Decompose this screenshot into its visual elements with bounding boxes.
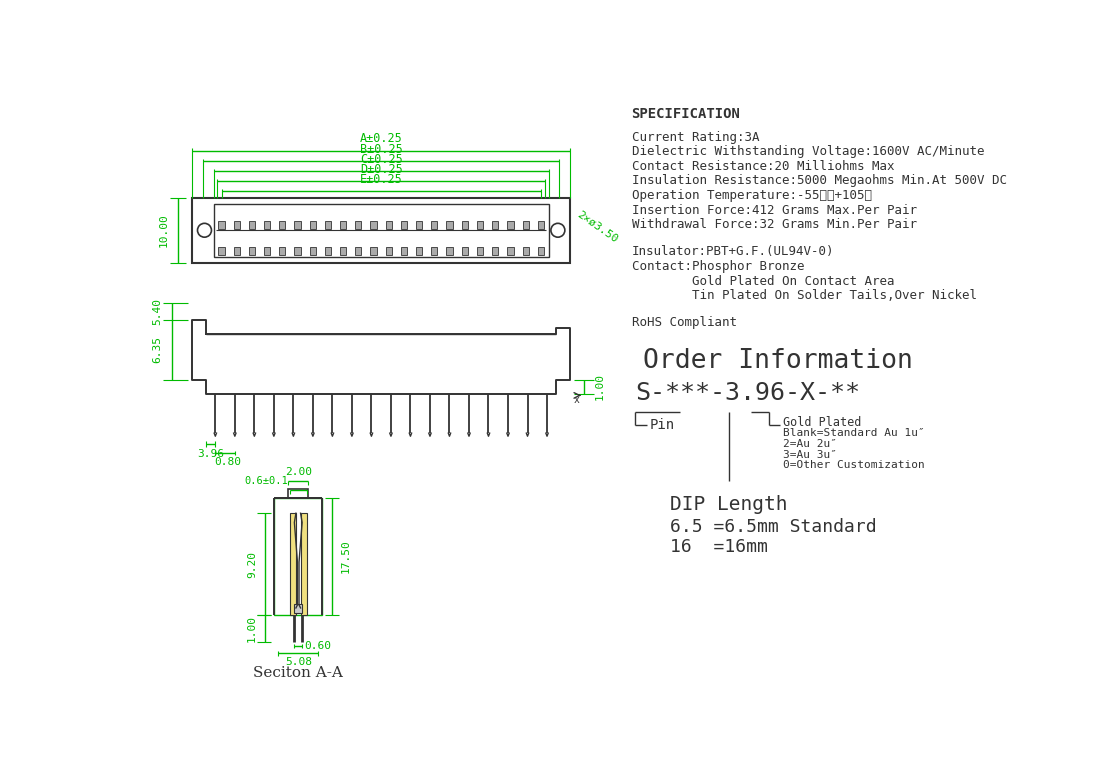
Text: 9.20: 9.20 xyxy=(248,551,258,578)
Text: Insulator:PBT+G.F.(UL94V-0): Insulator:PBT+G.F.(UL94V-0) xyxy=(631,245,834,258)
Text: Gold Plated: Gold Plated xyxy=(783,416,862,429)
Bar xyxy=(446,247,453,255)
Bar xyxy=(386,247,391,255)
Text: 16  =16mm: 16 =16mm xyxy=(670,538,768,556)
Text: 2×ø3.50: 2×ø3.50 xyxy=(575,209,619,244)
Bar xyxy=(416,222,423,229)
Bar xyxy=(537,222,544,229)
Text: C±0.25: C±0.25 xyxy=(360,153,403,166)
Text: 2=Au 2u″: 2=Au 2u″ xyxy=(783,439,837,449)
Text: 1.00: 1.00 xyxy=(248,615,258,642)
Text: 0=Other Customization: 0=Other Customization xyxy=(783,460,924,470)
Text: 5.40: 5.40 xyxy=(153,298,163,325)
Bar xyxy=(370,247,377,255)
Text: A±0.25: A±0.25 xyxy=(360,132,403,145)
Text: 10.00: 10.00 xyxy=(158,213,168,247)
Text: 0.80: 0.80 xyxy=(215,457,242,467)
Bar xyxy=(234,247,240,255)
Text: SPECIFICATION: SPECIFICATION xyxy=(631,107,740,121)
Bar xyxy=(324,247,331,255)
Bar xyxy=(507,222,514,229)
Text: Pin: Pin xyxy=(649,418,675,432)
Bar xyxy=(294,222,301,229)
Bar xyxy=(416,247,423,255)
Bar xyxy=(310,222,316,229)
Bar xyxy=(249,222,255,229)
Circle shape xyxy=(197,223,212,237)
Bar xyxy=(432,247,437,255)
Text: Dielectric Withstanding Voltage:1600V AC/Minute: Dielectric Withstanding Voltage:1600V AC… xyxy=(631,145,985,158)
Text: 0.6±0.1: 0.6±0.1 xyxy=(244,476,288,486)
Text: Gold Plated On Contact Area: Gold Plated On Contact Area xyxy=(631,275,894,288)
Bar xyxy=(477,222,483,229)
Bar xyxy=(523,222,529,229)
Text: Order Information: Order Information xyxy=(643,348,913,374)
Text: Tin Plated On Solder Tails,Over Nickel: Tin Plated On Solder Tails,Over Nickel xyxy=(631,289,977,302)
Text: B±0.25: B±0.25 xyxy=(360,143,403,156)
Bar xyxy=(301,513,307,615)
Bar xyxy=(492,222,498,229)
Text: E±0.25: E±0.25 xyxy=(360,173,403,186)
Text: Contact:Phosphor Bronze: Contact:Phosphor Bronze xyxy=(631,260,804,273)
Bar xyxy=(340,222,347,229)
Text: RoHS Compliant: RoHS Compliant xyxy=(631,316,737,329)
Bar xyxy=(264,222,270,229)
Bar xyxy=(288,489,309,498)
Text: Operation Temperature:-55℃～+105℃: Operation Temperature:-55℃～+105℃ xyxy=(631,189,872,202)
Bar xyxy=(432,222,437,229)
Bar xyxy=(462,222,468,229)
Text: DIP Length: DIP Length xyxy=(670,495,788,514)
Text: S-***-3.96-X-**: S-***-3.96-X-** xyxy=(636,380,861,405)
Bar xyxy=(290,513,295,615)
Text: 5.08: 5.08 xyxy=(284,657,312,667)
Bar xyxy=(192,198,570,263)
Circle shape xyxy=(551,223,565,237)
Bar xyxy=(370,222,377,229)
Bar xyxy=(340,247,347,255)
Bar xyxy=(310,247,316,255)
Bar xyxy=(264,247,270,255)
Bar xyxy=(386,222,391,229)
Bar xyxy=(523,247,529,255)
Text: 3.96: 3.96 xyxy=(197,449,224,459)
Text: x: x xyxy=(573,396,580,406)
Text: 17.50: 17.50 xyxy=(341,539,351,573)
Bar xyxy=(219,222,224,229)
Bar xyxy=(274,498,322,615)
Bar xyxy=(249,247,255,255)
Bar xyxy=(401,247,407,255)
Bar xyxy=(507,247,514,255)
Bar xyxy=(537,247,544,255)
Bar xyxy=(492,247,498,255)
Text: 0.60: 0.60 xyxy=(304,641,331,651)
Bar xyxy=(477,247,483,255)
Bar xyxy=(279,222,285,229)
Bar xyxy=(356,222,361,229)
Text: Blank=Standard Au 1u″: Blank=Standard Au 1u″ xyxy=(783,428,924,438)
Bar xyxy=(324,222,331,229)
Bar xyxy=(462,247,468,255)
Text: Seciton A-A: Seciton A-A xyxy=(253,667,343,680)
Text: Withdrawal Force:32 Grams Min.Per Pair: Withdrawal Force:32 Grams Min.Per Pair xyxy=(631,219,917,232)
Bar xyxy=(279,247,285,255)
Bar xyxy=(356,247,361,255)
Text: 6.5 =6.5mm Standard: 6.5 =6.5mm Standard xyxy=(670,518,876,536)
Bar xyxy=(219,247,224,255)
Bar xyxy=(401,222,407,229)
Text: 6.35: 6.35 xyxy=(153,337,163,364)
Bar xyxy=(446,222,453,229)
Bar xyxy=(234,222,240,229)
Text: Contact Resistance:20 Milliohms Max: Contact Resistance:20 Milliohms Max xyxy=(631,160,894,173)
Text: D±0.25: D±0.25 xyxy=(360,163,403,176)
Text: Insertion Force:412 Grams Max.Per Pair: Insertion Force:412 Grams Max.Per Pair xyxy=(631,204,917,217)
Bar xyxy=(294,247,301,255)
Bar xyxy=(294,604,302,614)
Text: 2.00: 2.00 xyxy=(284,467,312,477)
Bar xyxy=(214,204,549,257)
Text: Current Rating:3A: Current Rating:3A xyxy=(631,130,759,143)
Text: 3=Au 3u″: 3=Au 3u″ xyxy=(783,449,837,459)
Text: Insulation Resistance:5000 Megaohms Min.At 500V DC: Insulation Resistance:5000 Megaohms Min.… xyxy=(631,174,1007,187)
Text: 1.00: 1.00 xyxy=(595,374,605,400)
